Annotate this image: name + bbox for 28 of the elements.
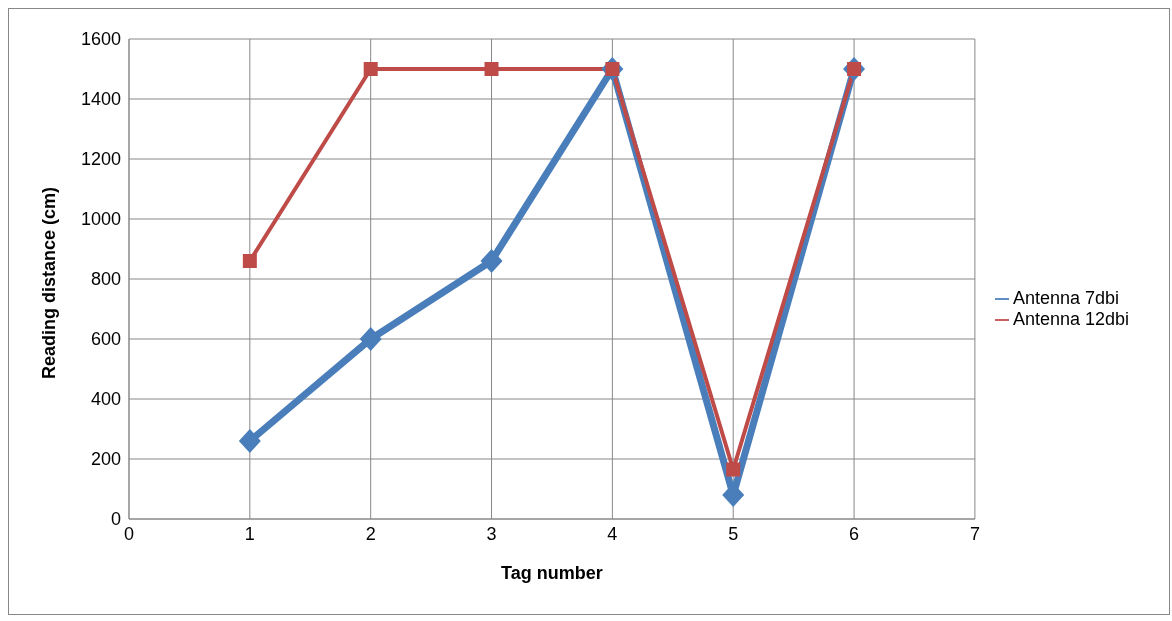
legend-label: Antenna 7dbi [1012, 288, 1119, 308]
point [238, 429, 261, 453]
point [484, 62, 499, 76]
x-tick-label: 1 [244, 523, 255, 544]
x-tick-label: 4 [607, 523, 618, 544]
point [242, 254, 257, 268]
y-tick-label: 1000 [80, 209, 121, 230]
y-tick-label: 1400 [80, 89, 121, 110]
y-tick-label: 1600 [80, 29, 121, 50]
point [480, 249, 503, 273]
x-tick-label: 5 [728, 523, 739, 544]
y-axis-title: Reading distance (cm) [39, 186, 60, 379]
y-tick-label: 200 [90, 449, 121, 470]
y-tick-label: 0 [110, 509, 121, 530]
y-tick-label: 400 [90, 389, 121, 410]
x-tick-label: 0 [123, 523, 135, 544]
y-tick-label: 1200 [80, 149, 121, 170]
point [363, 62, 378, 76]
x-axis-title: Tag number [501, 563, 603, 583]
x-tick-label: 2 [365, 523, 376, 544]
x-tick-label: 6 [849, 523, 860, 544]
point [359, 327, 382, 351]
point [726, 462, 741, 477]
y-tick-label: 800 [90, 269, 121, 290]
x-tick-label: 7 [969, 523, 980, 544]
legend-label: Antenna 12dbi [1012, 309, 1129, 329]
x-tick-label: 3 [486, 523, 497, 544]
y-tick-label: 600 [90, 329, 121, 350]
